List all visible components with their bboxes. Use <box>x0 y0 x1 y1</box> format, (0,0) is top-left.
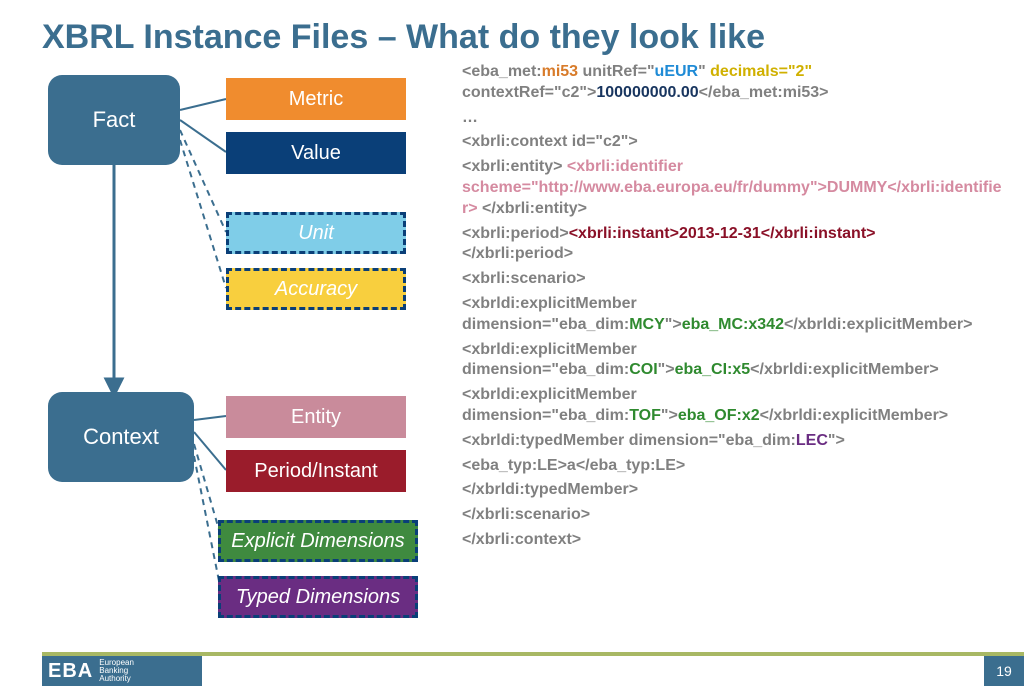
code: <xbrldi:explicitMember dimension="eba_di… <box>462 341 637 379</box>
tag-expdim: Explicit Dimensions <box>218 520 418 562</box>
code: <xbrli:instant>2013-12-31</xbrli:instant… <box>569 225 876 242</box>
tag-period: Period/Instant <box>226 450 406 492</box>
code: "> <box>665 316 682 333</box>
code: <xbrli:period> <box>462 225 569 242</box>
code: </xbrli:entity> <box>478 200 587 217</box>
code: "> <box>658 361 675 378</box>
slide-title: XBRL Instance Files – What do they look … <box>42 18 765 57</box>
code: <xbrli:context id="c2"> <box>462 132 1002 153</box>
tag-unit: Unit <box>226 212 406 254</box>
code: uEUR <box>655 63 699 80</box>
tag-accuracy: Accuracy <box>226 268 406 310</box>
code: </eba_met:mi53> <box>699 84 829 101</box>
tag-entity: Entity <box>226 396 406 438</box>
code: </xbrli:period> <box>462 245 573 262</box>
code: </xbrldi:explicitMember> <box>750 361 939 378</box>
tag-metric: Metric <box>226 78 406 120</box>
code: </xbrli:context> <box>462 530 1002 551</box>
code: mi53 <box>542 63 578 80</box>
code: <eba_met: <box>462 63 542 80</box>
code: <eba_typ:LE>a</eba_typ:LE> <box>462 456 1002 477</box>
node-context: Context <box>48 392 194 482</box>
code: "> <box>661 407 678 424</box>
code: <xbrldi:typedMember dimension="eba_dim: <box>462 432 796 449</box>
footer-sub: European Banking Authority <box>99 659 134 683</box>
code: 100000000.00 <box>596 84 698 101</box>
code: decimals="2" <box>710 63 812 80</box>
code: COI <box>629 361 657 378</box>
code: eba_MC:x342 <box>682 316 784 333</box>
code: </xbrldi:explicitMember> <box>784 316 973 333</box>
code: LEC <box>796 432 828 449</box>
code: eba_CI:x5 <box>675 361 751 378</box>
code: <xbrldi:explicitMember dimension="eba_di… <box>462 386 637 424</box>
node-fact: Fact <box>48 75 180 165</box>
code: TOF <box>629 407 661 424</box>
code: </xbrli:scenario> <box>462 505 1002 526</box>
code: "> <box>828 432 845 449</box>
code: </xbrldi:typedMember> <box>462 480 1002 501</box>
code: … <box>462 108 1002 129</box>
tag-value: Value <box>226 132 406 174</box>
code: <xbrli:entity> <box>462 158 567 175</box>
footer-logo: EBA European Banking Authority <box>42 656 202 686</box>
code: " <box>698 63 710 80</box>
code: <xbrli:scenario> <box>462 269 1002 290</box>
page-number: 19 <box>984 656 1024 686</box>
code: unitRef=" <box>578 63 654 80</box>
tag-typdim: Typed Dimensions <box>218 576 418 618</box>
code: contextRef="c2"> <box>462 84 596 101</box>
footer-brand: EBA <box>48 660 93 683</box>
code: MCY <box>629 316 665 333</box>
code: eba_OF:x2 <box>678 407 760 424</box>
code: </xbrldi:explicitMember> <box>760 407 949 424</box>
xml-code-sample: <eba_met:mi53 unitRef="uEUR" decimals="2… <box>462 62 1002 555</box>
code: <xbrldi:explicitMember dimension="eba_di… <box>462 295 637 333</box>
footer-sub3: Authority <box>99 674 131 683</box>
